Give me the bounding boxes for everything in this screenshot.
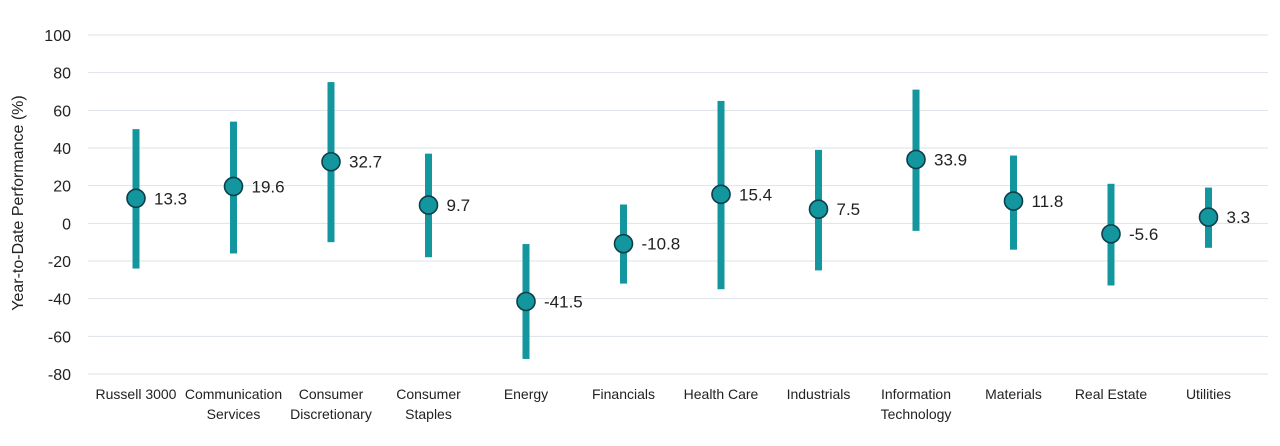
value-dot <box>1101 224 1121 244</box>
y-axis-ticks: 100 80 60 40 20 0 -20 -40 -60 -80 <box>44 28 71 384</box>
value-dot <box>1003 191 1024 211</box>
value-dot <box>808 199 829 220</box>
y-tick-label: -20 <box>48 254 71 271</box>
data-label: 13.3 <box>154 189 187 208</box>
value-dots <box>126 149 1219 312</box>
data-label: 32.7 <box>349 153 382 172</box>
grid-lines <box>88 34 1268 375</box>
category-label: Discretionary <box>290 406 372 422</box>
category-label: Materials <box>985 386 1042 402</box>
y-tick-label: -60 <box>48 329 71 346</box>
data-labels: 13.3 19.6 32.7 9.7 -41.5 -10.8 15.4 7.5 33.9 11.8… <box>154 150 1250 311</box>
category-label: Health Care <box>684 386 759 402</box>
value-dot <box>516 291 536 312</box>
y-tick-label: 60 <box>53 103 71 120</box>
category-label: Consumer <box>299 386 364 402</box>
category-label: Consumer <box>396 386 461 402</box>
category-label: Energy <box>504 386 548 402</box>
y-tick-label: 20 <box>53 179 71 196</box>
category-label: Russell 3000 <box>96 386 177 402</box>
y-tick-label: 40 <box>53 141 71 158</box>
category-label: Financials <box>592 386 655 402</box>
data-label: -5.6 <box>1129 225 1158 244</box>
value-dot <box>321 151 341 172</box>
category-label: Utilities <box>1186 386 1231 402</box>
data-label: 11.8 <box>1032 192 1064 211</box>
category-label: Information <box>881 386 951 402</box>
value-dot <box>418 195 439 215</box>
value-dot <box>906 149 926 170</box>
y-tick-label: 100 <box>44 28 71 45</box>
category-label: Technology <box>881 406 952 422</box>
y-tick-label: 0 <box>62 216 71 233</box>
value-dot <box>711 184 731 205</box>
category-label: Real Estate <box>1075 386 1148 402</box>
data-label: 33.9 <box>934 150 967 169</box>
value-dot <box>223 176 244 197</box>
y-tick-label: 80 <box>53 66 71 83</box>
data-label: -10.8 <box>642 235 681 254</box>
data-label: 19.6 <box>252 177 285 196</box>
data-label: 7.5 <box>837 200 861 219</box>
value-dot <box>126 188 146 209</box>
data-label: 3.3 <box>1227 208 1251 227</box>
category-label: Communication <box>185 386 282 402</box>
y-axis-title: Year-to-Date Performance (%) <box>10 95 27 311</box>
data-label: 9.7 <box>447 196 471 215</box>
category-label: Staples <box>405 406 452 422</box>
category-label: Services <box>207 406 261 422</box>
value-dot <box>1198 207 1219 227</box>
value-dot <box>613 233 634 254</box>
range-bars <box>132 82 1212 359</box>
x-axis-categories: Russell 3000 Communication Services Consume… <box>96 386 1232 422</box>
data-label: 15.4 <box>739 185 772 204</box>
category-label: Industrials <box>787 386 851 402</box>
y-tick-label: -80 <box>48 367 71 384</box>
y-tick-label: -40 <box>48 292 71 309</box>
data-label: -41.5 <box>544 292 583 311</box>
